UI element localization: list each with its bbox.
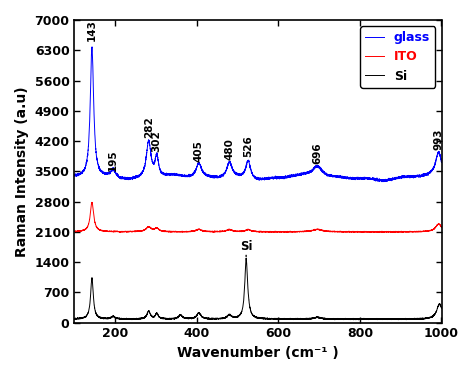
ITO (210, 229, 216, 234)
Si (161, 316, 166, 321)
Si (157, 315, 163, 320)
Si (356, 318, 362, 322)
Line: Si: Si (74, 258, 441, 320)
ITO (159, 228, 164, 233)
glass (89, 45, 95, 49)
Si (436, 303, 441, 307)
Si (236, 314, 242, 318)
Text: 195: 195 (108, 150, 118, 171)
ITO (438, 225, 444, 230)
glass (436, 150, 441, 154)
ITO (72, 229, 77, 234)
Si (72, 317, 77, 321)
Text: 480: 480 (224, 138, 235, 160)
Text: 405: 405 (194, 140, 204, 162)
glass (438, 160, 444, 165)
Text: 302: 302 (152, 130, 162, 152)
glass (159, 169, 164, 174)
glass (236, 173, 242, 177)
Si (159, 316, 164, 320)
Text: 143: 143 (87, 19, 97, 41)
Si (243, 256, 249, 260)
glass (379, 180, 385, 184)
Line: glass: glass (74, 47, 441, 182)
Text: 282: 282 (144, 116, 154, 138)
Legend: glass, ITO, Si: glass, ITO, Si (360, 26, 435, 88)
glass (72, 174, 77, 178)
glass (157, 166, 163, 171)
Text: 526: 526 (243, 136, 253, 158)
ITO (399, 230, 405, 235)
X-axis label: Wavenumber (cm⁻¹ ): Wavenumber (cm⁻¹ ) (177, 346, 339, 360)
ITO (236, 229, 242, 233)
ITO (157, 228, 163, 232)
Text: 993: 993 (434, 128, 444, 150)
Y-axis label: Raman Intensity (a.u): Raman Intensity (a.u) (15, 86, 29, 256)
glass (210, 174, 216, 179)
Si (438, 306, 444, 310)
ITO (436, 222, 441, 226)
Text: Si: Si (240, 240, 252, 256)
Si (210, 316, 216, 321)
ITO (161, 229, 166, 234)
glass (161, 171, 166, 176)
ITO (89, 200, 95, 204)
Text: 696: 696 (312, 142, 322, 164)
Line: ITO: ITO (74, 202, 441, 232)
